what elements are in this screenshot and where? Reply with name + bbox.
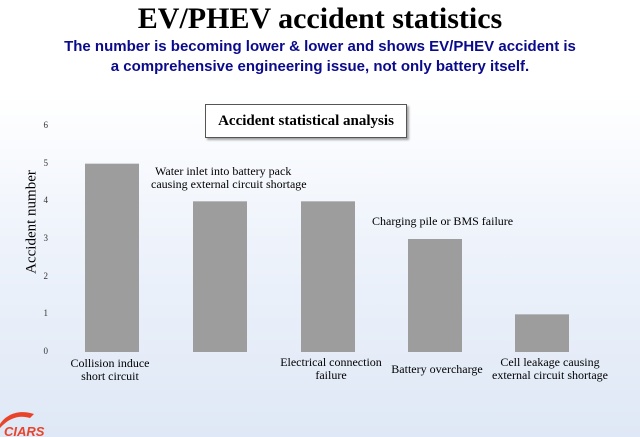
category-label-4: Cell leakage causing external circuit sho… xyxy=(492,356,608,382)
annotation-line: Charging pile or BMS failure xyxy=(372,214,514,228)
ciars-logo: CIARS xyxy=(0,412,45,437)
y-tick-label: 2 xyxy=(43,270,49,281)
bar-3 xyxy=(408,239,462,352)
category-label-line: Cell leakage causing xyxy=(500,355,600,369)
bar-1 xyxy=(193,201,247,352)
bar-4 xyxy=(515,314,569,352)
subtitle-line-2: a comprehensive engineering issue, not o… xyxy=(110,58,530,75)
y-tick-label: 6 xyxy=(43,120,49,130)
category-label-0: Collision induce short circuit xyxy=(71,357,150,383)
bar-0 xyxy=(85,163,139,352)
y-tick-label: 0 xyxy=(43,346,49,356)
slide-title: EV/PHEV accident statistics xyxy=(137,2,503,35)
category-label-line: Battery overcharge xyxy=(391,362,483,376)
subtitle-line-1: The number is becoming lower & lower and… xyxy=(64,38,576,55)
bar-2 xyxy=(301,201,355,352)
category-label-line: failure xyxy=(315,368,347,382)
y-tick-label: 5 xyxy=(43,157,49,168)
y-tick-label: 3 xyxy=(43,233,49,243)
annotation-charging-pile: Charging pile or BMS failure xyxy=(372,215,513,228)
category-label-3: Battery overcharge xyxy=(391,363,482,376)
category-label-line: external circuit shortage xyxy=(492,368,608,382)
category-label-line: Electrical connection xyxy=(280,355,382,369)
annotation-line: Water inlet into battery pack xyxy=(155,164,292,178)
chart-title: Accident statistical analysis xyxy=(205,104,407,138)
category-label-2: Electrical connection failure xyxy=(280,356,382,382)
annotation-line: causing external circuit shortage xyxy=(151,177,307,191)
y-tick-label: 1 xyxy=(43,308,49,319)
y-tick-label: 4 xyxy=(43,195,49,206)
category-label-line: short circuit xyxy=(81,369,139,383)
slide-subtitle: The number is becoming lower & lower and… xyxy=(0,37,640,77)
svg-text:CIARS: CIARS xyxy=(4,424,45,437)
annotation-water-inlet: Water inlet into battery pack causing ex… xyxy=(151,165,307,191)
category-label-line: Collision induce xyxy=(70,356,150,370)
